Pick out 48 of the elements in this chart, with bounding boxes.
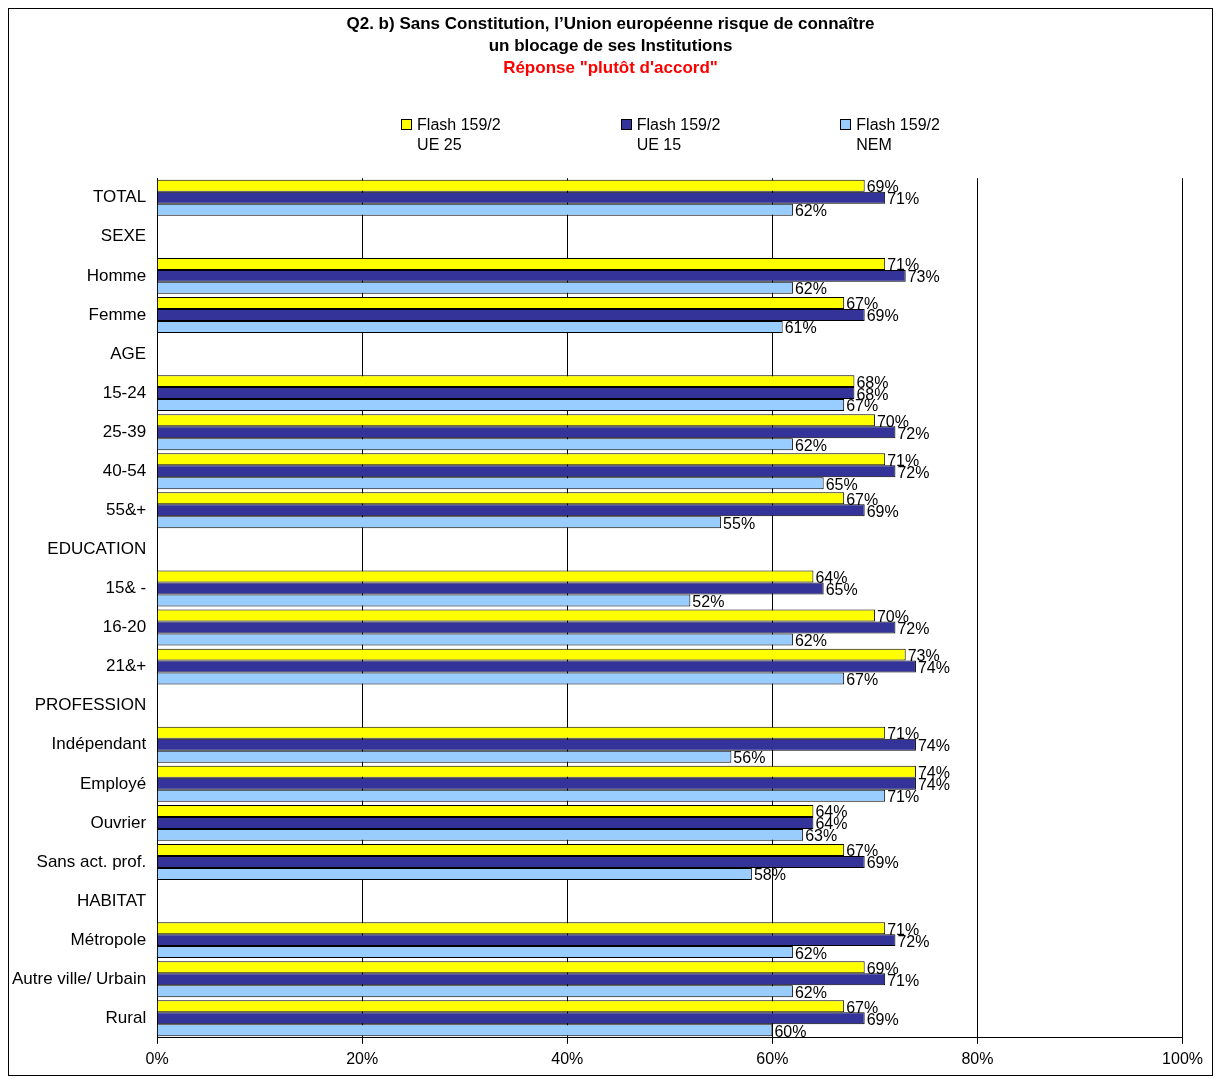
y-tick-label: Ouvrier (90, 812, 147, 832)
data-label: 71% (887, 725, 920, 743)
data-label: 62% (794, 202, 827, 220)
data-label: 52% (692, 592, 725, 610)
data-label: 67% (846, 671, 879, 688)
chart-subtitle: Réponse "plutôt d'accord" (502, 57, 719, 79)
y-tick-label: 25-39 (102, 421, 147, 441)
x-tick-label: 100% (1162, 1049, 1203, 1067)
y-tick-label: 15-24 (102, 382, 147, 402)
y-tick-label: 15& - (105, 578, 147, 598)
data-label: 60% (774, 1022, 807, 1040)
y-tick-label: 55&+ (105, 500, 147, 520)
y-tick-label: Rural (105, 1007, 147, 1027)
data-label: 55% (723, 514, 756, 532)
x-tick-label: 0% (145, 1049, 169, 1067)
legend-label: Flash 159/2 NEM (856, 115, 940, 155)
data-label: 62% (794, 944, 827, 962)
x-tick-label: 60% (756, 1049, 789, 1067)
data-label: 61% (784, 319, 817, 337)
y-tick-label: Indépendant (51, 734, 147, 754)
y-tick-label: Sans act. prof. (36, 851, 147, 871)
y-tick-label: 21&+ (105, 656, 147, 676)
y-tick-label: AGE (110, 343, 147, 363)
data-label: 56% (733, 749, 766, 767)
y-tick-label: EDUCATION (47, 539, 147, 559)
y-tick-label: HABITAT (76, 890, 147, 910)
x-tick-label: 80% (961, 1049, 994, 1067)
y-tick-label: 16-20 (102, 617, 147, 637)
data-label: 62% (794, 983, 827, 1001)
y-tick-label: Employé (80, 773, 147, 793)
y-tick-label: Femme (88, 304, 147, 324)
data-label: 71% (887, 788, 920, 806)
legend-label: Flash 159/2 UE 15 (636, 115, 721, 155)
x-tick-label: 20% (346, 1049, 379, 1067)
y-tick-label: Homme (86, 265, 147, 285)
data-label: 62% (794, 436, 827, 454)
x-tick-label: 40% (551, 1049, 584, 1067)
y-tick-label: 40-54 (102, 460, 147, 480)
data-label: 65% (825, 475, 858, 493)
y-tick-label: Autre ville/ Urbain (11, 968, 147, 988)
y-tick-label: SEXE (100, 226, 147, 246)
chart-title: Q2. b) Sans Constitution, l’Union européenne risque de connaître un blocage de ses Institutions (345, 13, 876, 57)
legend-label: Flash 159/2 UE 25 (417, 115, 501, 155)
data-label: 62% (794, 280, 827, 298)
data-label: 62% (794, 631, 827, 649)
y-tick-label: PROFESSION (34, 695, 147, 715)
y-tick-label: TOTAL (92, 187, 147, 207)
y-tick-label: Métropole (70, 929, 147, 949)
